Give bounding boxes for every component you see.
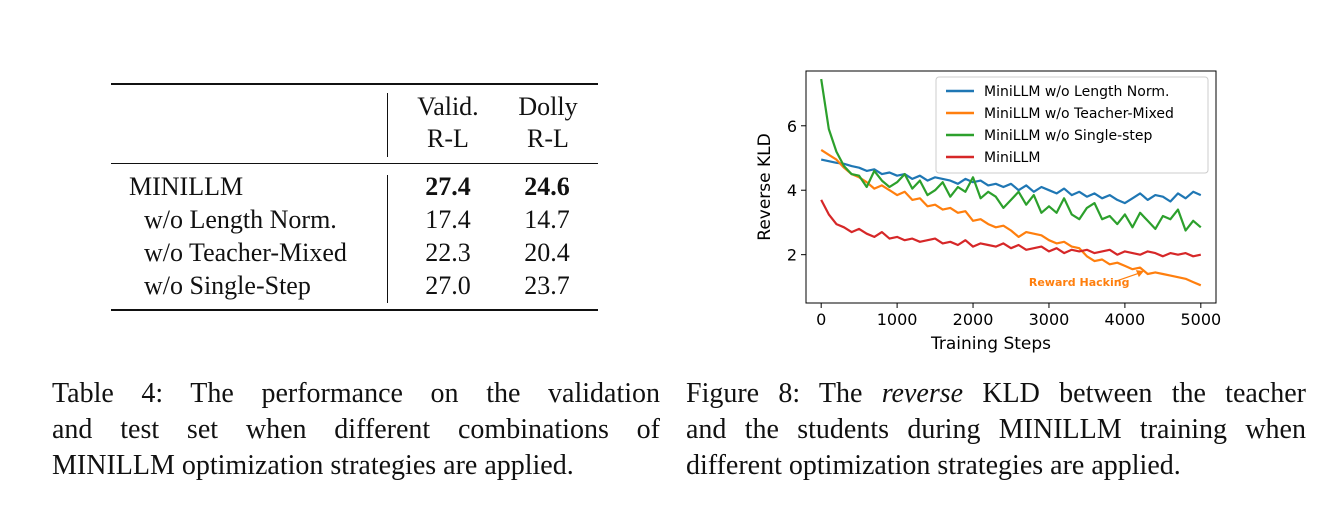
row-label-single-step: w/o Single-Step bbox=[144, 271, 311, 300]
x-tick-label-2000: 2000 bbox=[953, 310, 994, 329]
series-line-1 bbox=[820, 148, 1202, 287]
row-length-norm-valid: 17.4 bbox=[425, 205, 471, 234]
y-axis-label: Reverse KLD bbox=[755, 133, 775, 240]
row-length-norm-dolly: 14.7 bbox=[524, 205, 570, 234]
x-tick-label-1000: 1000 bbox=[877, 310, 918, 329]
table-body-vline bbox=[387, 175, 389, 303]
series-line-2 bbox=[820, 78, 1202, 232]
legend-label-0: MiniLLM w/o Length Norm. bbox=[984, 84, 1169, 100]
table-caption-line2: and test set when different combinations… bbox=[52, 414, 660, 445]
legend-label-1: MiniLLM w/o Teacher-Mixed bbox=[984, 106, 1174, 122]
row-single-step-dolly: 23.7 bbox=[524, 271, 570, 300]
y-tick-label-6: 6 bbox=[787, 117, 797, 136]
figure-caption: Figure 8: The reverse KLD between the te… bbox=[686, 376, 1306, 484]
y-tick-label-2: 2 bbox=[787, 246, 797, 265]
x-tick-label-5000: 5000 bbox=[1180, 310, 1221, 329]
row-label-minillm: MINILLM bbox=[129, 172, 244, 201]
x-tick-label-4000: 4000 bbox=[1105, 310, 1146, 329]
figure-caption-line1: Figure 8: The reverse KLD between the te… bbox=[686, 378, 1306, 409]
legend-label-3: MiniLLM bbox=[984, 150, 1040, 166]
row-label-length-norm: w/o Length Norm. bbox=[144, 205, 337, 234]
header-dolly-line1: Dolly bbox=[518, 92, 578, 121]
x-tick-label-3000: 3000 bbox=[1029, 310, 1070, 329]
table-caption: Table 4: The performance on the validati… bbox=[52, 376, 660, 484]
series-line-3 bbox=[820, 199, 1202, 258]
header-valid-line1: Valid. bbox=[417, 92, 479, 121]
table-bottom-rule bbox=[111, 309, 598, 311]
kld-line-chart: 0 1000 2000 3000 4000 5000 2 4 6 Training Steps Re… bbox=[755, 70, 1221, 354]
series-line-0 bbox=[820, 158, 1202, 205]
row-teacher-mixed-valid: 22.3 bbox=[425, 238, 471, 267]
table-header-vline bbox=[387, 93, 389, 157]
table-top-rule bbox=[111, 83, 598, 85]
row-teacher-mixed-dolly: 20.4 bbox=[524, 238, 570, 267]
plot-frame bbox=[805, 70, 1217, 304]
figure-caption-line3: different optimization strategies are ap… bbox=[686, 450, 1181, 481]
legend-label-2: MiniLLM w/o Single-step bbox=[984, 128, 1153, 144]
row-single-step-valid: 27.0 bbox=[425, 271, 471, 300]
table-caption-line3: MINILLM optimization strategies are appl… bbox=[52, 450, 574, 481]
header-valid-line2: R-L bbox=[427, 124, 469, 153]
figure-caption-line2: and the students during MINILLM training… bbox=[686, 414, 1306, 445]
table-mid-rule bbox=[111, 163, 598, 165]
legend-box bbox=[935, 76, 1209, 174]
annotation-reward-hacking: Reward Hacking bbox=[1029, 276, 1130, 289]
results-table: Valid. R-L Dolly R-L MINILLM 27.4 24.6 w… bbox=[111, 83, 598, 311]
table-caption-line1: Table 4: The performance on the validati… bbox=[52, 378, 660, 409]
row-minillm-dolly: 24.6 bbox=[524, 172, 570, 201]
y-tick-label-4: 4 bbox=[787, 181, 797, 200]
row-minillm-valid: 27.4 bbox=[425, 172, 471, 201]
x-axis-label: Training Steps bbox=[930, 334, 1051, 354]
header-dolly-line2: R-L bbox=[527, 124, 569, 153]
x-tick-label-0: 0 bbox=[816, 310, 826, 329]
legend: MiniLLM w/o Length Norm. MiniLLM w/o Teac… bbox=[935, 76, 1209, 174]
annotation-arrow-head bbox=[1135, 270, 1144, 278]
row-label-teacher-mixed: w/o Teacher-Mixed bbox=[144, 238, 347, 267]
